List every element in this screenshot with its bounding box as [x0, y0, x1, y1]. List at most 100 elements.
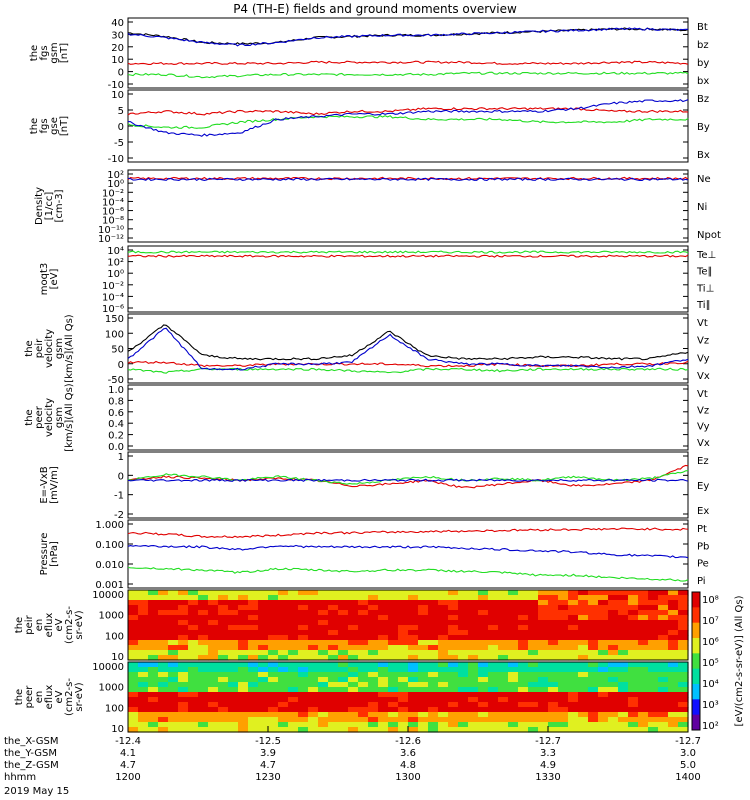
heatmap-cell [588, 645, 599, 651]
heatmap-cell [148, 722, 159, 728]
heatmap-cell [518, 687, 529, 693]
heatmap-cell [248, 727, 259, 733]
heatmap-cell [298, 722, 309, 728]
heatmap-cell [558, 677, 569, 683]
legend-Vt: Vt [697, 318, 708, 329]
y-axis-label-peir_en_eflux: peir [24, 614, 35, 634]
heatmap-cell [228, 650, 239, 656]
heatmap-cell [678, 702, 689, 708]
heatmap-cell [638, 692, 649, 698]
heatmap-cell [298, 595, 309, 601]
heatmap-cell [538, 727, 549, 733]
heatmap-cell [188, 615, 199, 621]
heatmap-cell [478, 610, 489, 616]
heatmap-cell [228, 697, 239, 703]
heatmap-cell [178, 722, 189, 728]
colorbar-tick-label: 10⁷ [702, 616, 719, 627]
heatmap-cell [128, 605, 139, 611]
heatmap-cell [328, 635, 339, 641]
heatmap-cell [558, 590, 569, 596]
heatmap-cell [368, 630, 379, 636]
heatmap-cell [548, 620, 559, 626]
heatmap-cell [418, 615, 429, 621]
heatmap-cell [208, 645, 219, 651]
heatmap-cell [478, 712, 489, 718]
heatmap-cell [628, 717, 639, 723]
heatmap-cell [148, 595, 159, 601]
heatmap-cell [408, 667, 419, 673]
heatmap-cell [488, 630, 499, 636]
heatmap-cell [208, 630, 219, 636]
y-tick-label: 10⁻⁴ [102, 197, 124, 208]
heatmap-cell [298, 682, 309, 688]
heatmap-cell [228, 672, 239, 678]
heatmap-cell [158, 702, 169, 708]
heatmap-cell [518, 677, 529, 683]
y-tick-label: 10 [111, 55, 124, 66]
heatmap-cell [668, 635, 679, 641]
heatmap-cell [568, 655, 579, 661]
heatmap-cell [528, 610, 539, 616]
heatmap-cell [218, 600, 229, 606]
heatmap-cell [308, 635, 319, 641]
heatmap-cell [648, 707, 659, 713]
series-Ey-line [127, 469, 689, 485]
heatmap-cell [418, 702, 429, 708]
heatmap-cell [378, 625, 389, 631]
legend-Vy: Vy [697, 422, 710, 433]
heatmap-cell [528, 630, 539, 636]
heatmap-cell [178, 707, 189, 713]
heatmap-cell [178, 667, 189, 673]
heatmap-cell [598, 667, 609, 673]
heatmap-cell [568, 697, 579, 703]
heatmap-cell [498, 615, 509, 621]
heatmap-cell [598, 717, 609, 723]
heatmap-cell [468, 625, 479, 631]
y-tick-label: 150 [105, 314, 124, 325]
heatmap-cell [388, 645, 399, 651]
series-Bz-line [127, 107, 689, 116]
heatmap-cell [458, 672, 469, 678]
heatmap-cell [578, 707, 589, 713]
heatmap-cell [148, 630, 159, 636]
heatmap-cell [678, 682, 689, 688]
heatmap-cell [298, 687, 309, 693]
heatmap-cell [378, 645, 389, 651]
heatmap-cell [348, 605, 359, 611]
heatmap-cell [298, 702, 309, 708]
heatmap-cell [208, 717, 219, 723]
heatmap-cell [408, 635, 419, 641]
heatmap-cell [458, 600, 469, 606]
heatmap-cell [408, 615, 419, 621]
heatmap-cell [558, 625, 569, 631]
heatmap-cell [408, 672, 419, 678]
heatmap-cell [308, 692, 319, 698]
heatmap-cell [158, 625, 169, 631]
heatmap-cell [168, 655, 179, 661]
heatmap-cell [188, 655, 199, 661]
heatmap-cell [358, 712, 369, 718]
heatmap-cell [378, 677, 389, 683]
heatmap-cell [398, 662, 409, 668]
heatmap-cell [268, 682, 279, 688]
heatmap-cell [568, 722, 579, 728]
y-axis-label-fgs_gse: fgs [39, 118, 50, 133]
heatmap-cell [198, 692, 209, 698]
heatmap-cell [328, 682, 339, 688]
heatmap-cell [348, 712, 359, 718]
heatmap-cell [278, 717, 289, 723]
heatmap-cell [438, 630, 449, 636]
heatmap-cell [308, 712, 319, 718]
heatmap-cell [668, 620, 679, 626]
heatmap-cell [238, 682, 249, 688]
heatmap-cell [218, 662, 229, 668]
heatmap-cell [448, 595, 459, 601]
heatmap-cell [308, 717, 319, 723]
heatmap-cell [148, 687, 159, 693]
heatmap-cell [248, 625, 259, 631]
heatmap-cell [588, 722, 599, 728]
heatmap-cell [158, 717, 169, 723]
heatmap-cell [228, 717, 239, 723]
heatmap-cell [388, 650, 399, 656]
heatmap-cell [238, 717, 249, 723]
